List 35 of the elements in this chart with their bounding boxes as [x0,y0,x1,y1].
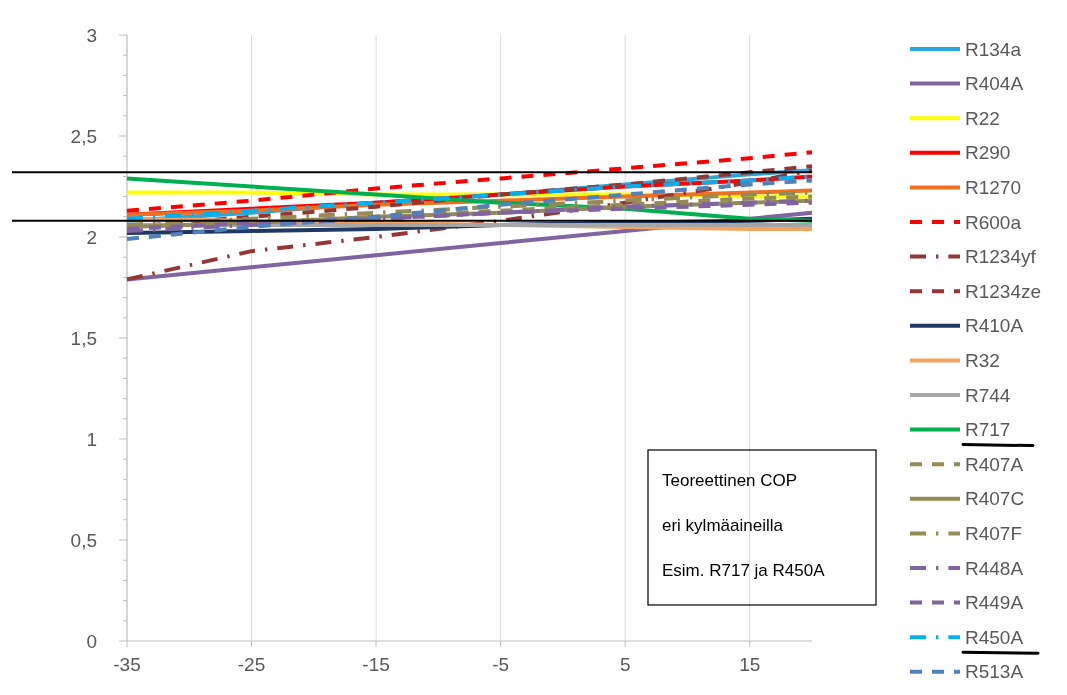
x-tick-label: -35 [113,654,141,675]
y-tick-label: 1 [86,428,97,450]
legend-label: R600a [965,211,1022,233]
legend-label: R407F [965,523,1023,545]
legend-label: R717 [965,419,1011,441]
annotation: Teoreettinen COP [662,471,798,490]
legend-label: R513A [965,661,1024,683]
legend-label: R32 [965,350,1000,372]
legend-label: R407A [965,453,1024,475]
y-tick-label: 0 [86,630,97,652]
x-tick-label: 5 [619,654,631,675]
x-tick-label: 15 [739,654,761,675]
y-tick-label: 2,5 [70,125,97,147]
legend-label: R407C [965,488,1025,510]
legend-label: R1234yf [965,246,1037,268]
annotation: Esim. R717 ja R450A [662,561,826,580]
legend-label: R1234ze [965,280,1042,302]
y-tick-label: 2 [86,226,97,248]
annotation: eri kylmäaineilla [662,516,784,535]
legend-label: R449A [965,592,1024,614]
y-tick-label: 0,5 [70,529,97,551]
legend-label: R744 [965,384,1011,406]
legend-label: R410A [965,315,1024,337]
legend-label: R22 [965,107,1000,129]
x-tick-label: -15 [362,654,390,675]
y-tick-label: 1,5 [70,327,97,349]
legend-label: R404A [965,73,1024,95]
y-tick-label: 3 [86,24,97,46]
x-tick-label: -5 [492,654,510,675]
legend-label: R134a [965,38,1022,60]
legend-label: R290 [965,142,1011,164]
legend-label: R448A [965,557,1024,579]
legend-label: R450A [965,626,1024,648]
x-tick-label: -25 [237,654,266,675]
legend-label: R1270 [965,177,1021,199]
